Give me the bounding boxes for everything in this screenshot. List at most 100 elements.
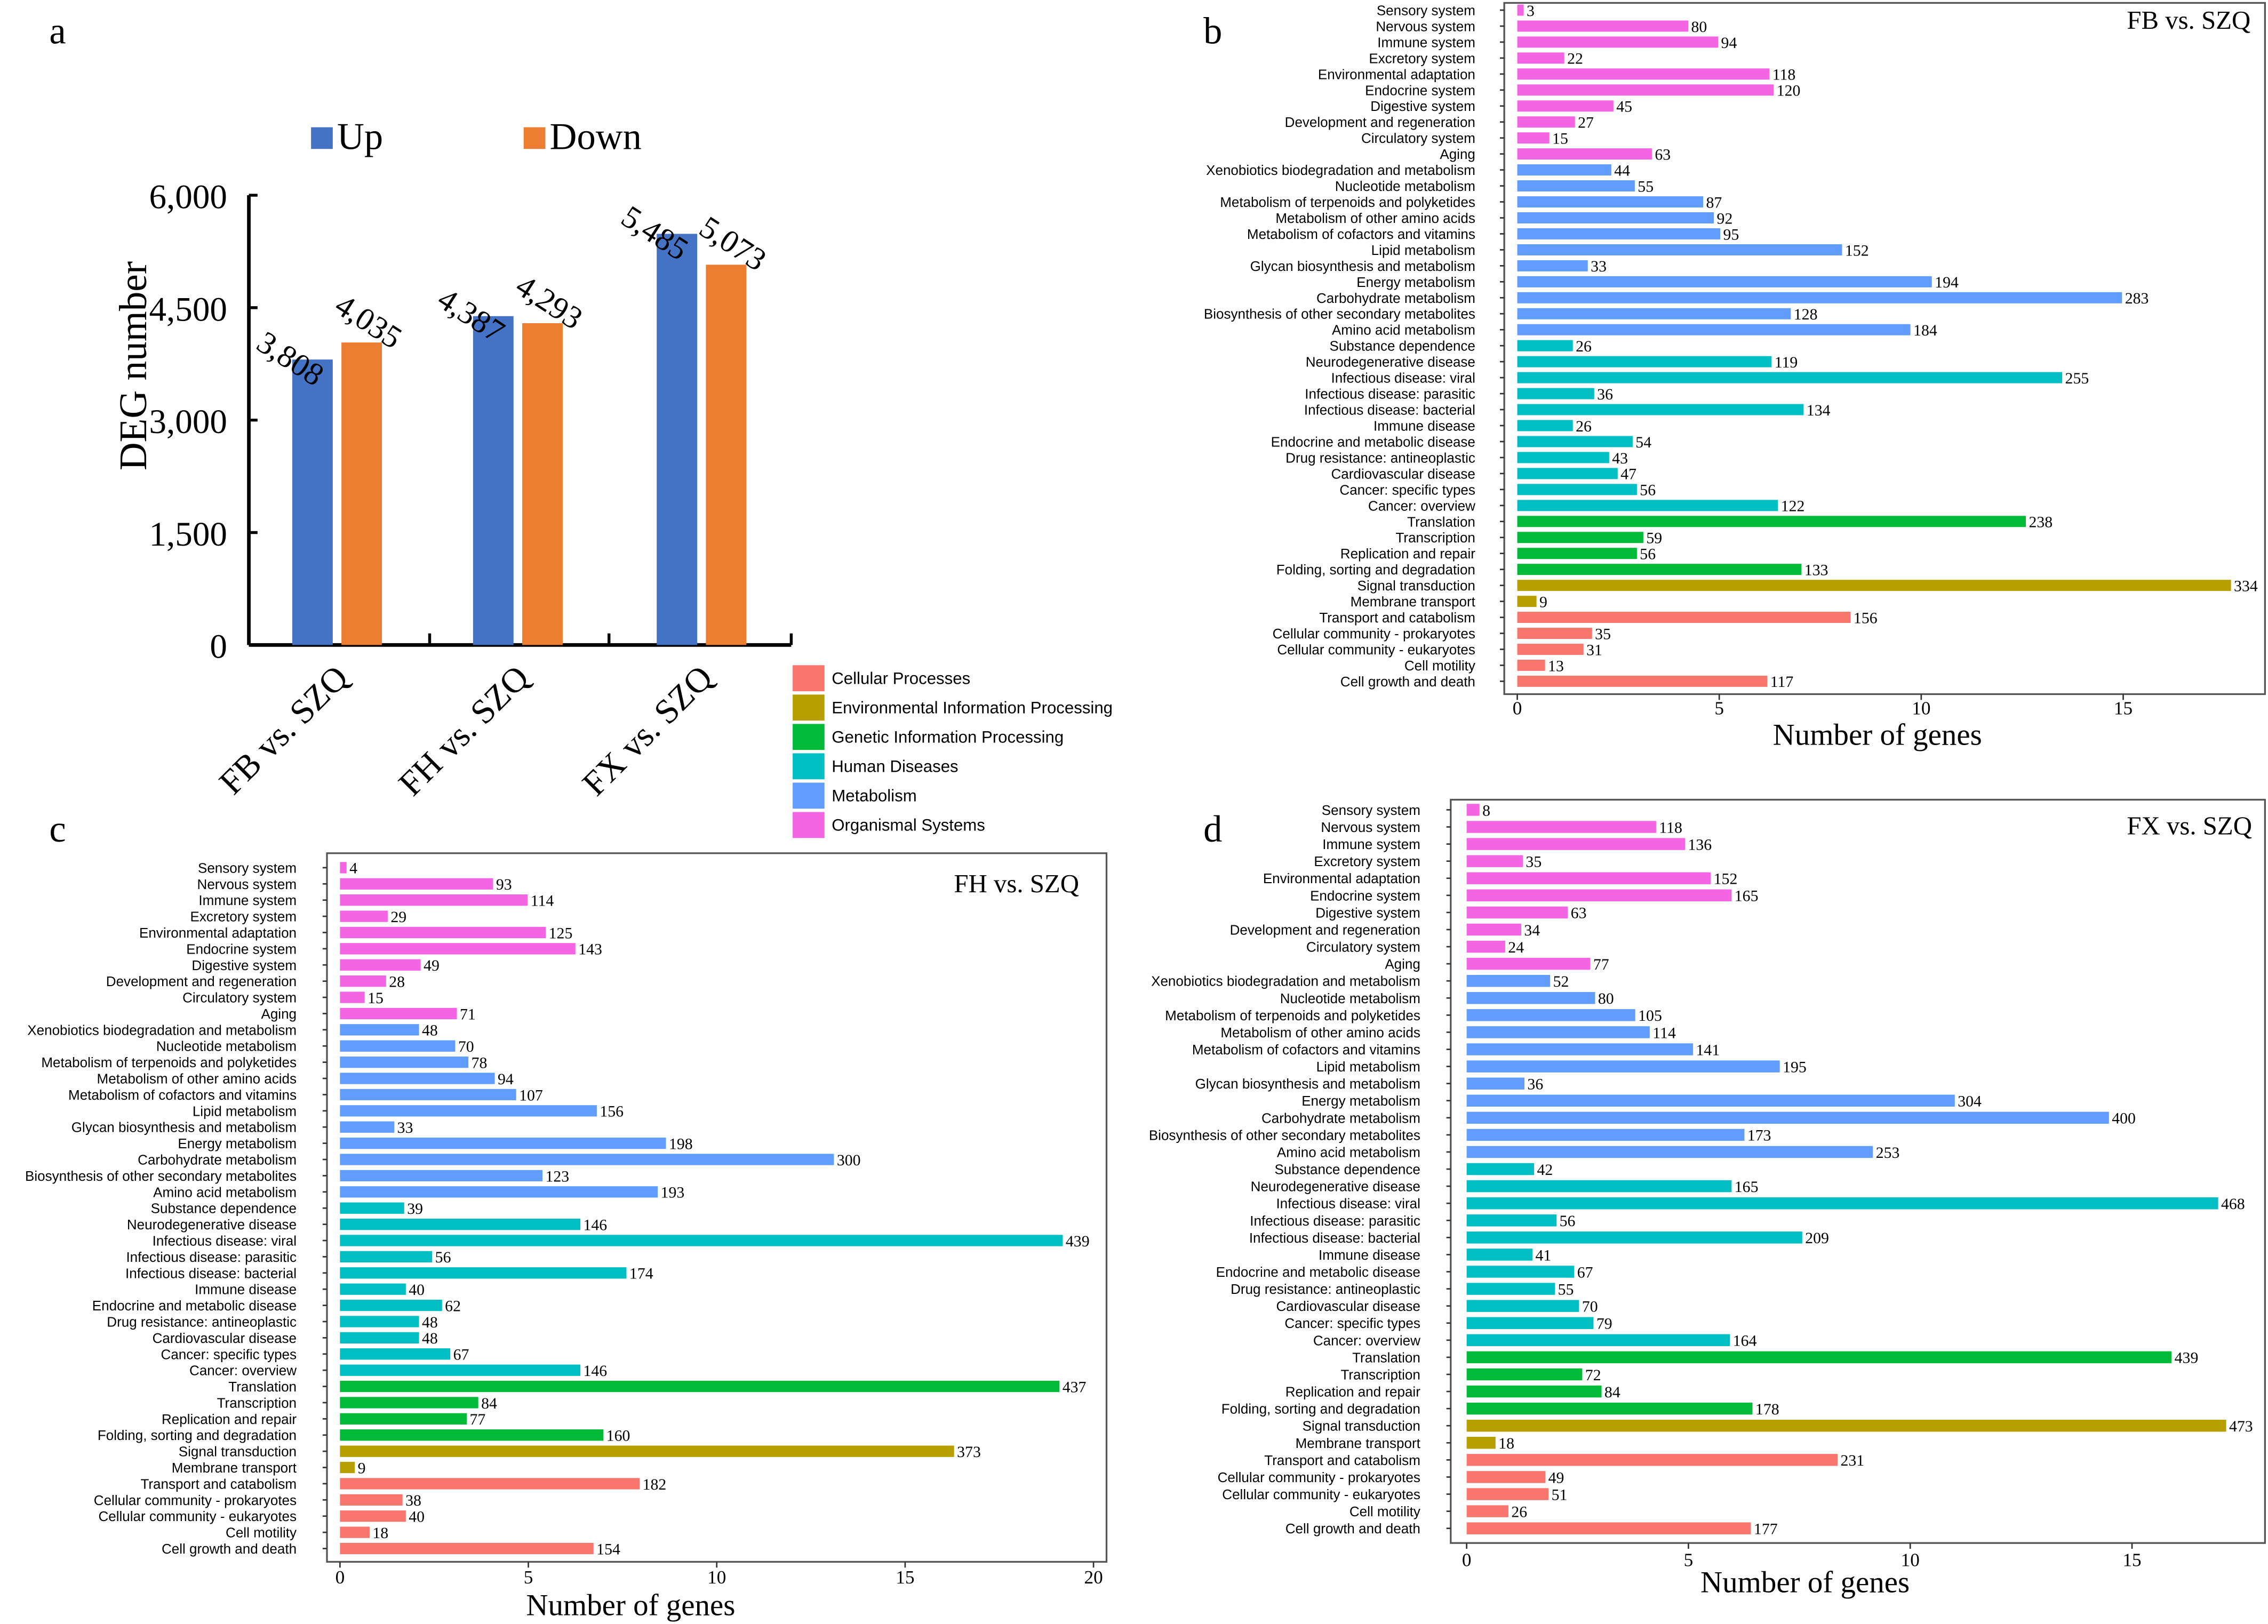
bar [340,1170,543,1182]
pathway-label: Glycan biosynthesis and metabolism [1250,258,1475,274]
bar [1517,675,1768,687]
panel-letter-b: b [1203,10,1222,52]
bar-value-label: 231 [1840,1452,1864,1469]
pathway-label: Nervous system [1321,819,1420,835]
bar [1517,659,1545,671]
bar [340,1105,597,1117]
bar-value-label: 439 [1066,1233,1090,1250]
pathway-label: Metabolism of cofactors and vitamins [1192,1042,1420,1058]
bar-value-label: 15 [368,989,384,1007]
legend-swatch [793,812,825,838]
bar [340,862,347,874]
bar [1517,324,1911,335]
pathway-label: Environmental adaptation [139,925,297,941]
bar-value-label: 146 [583,1362,607,1380]
bar [340,1494,403,1506]
bar [340,1057,469,1068]
bar-value-label: 117 [1770,673,1794,691]
pathway-label: Lipid metabolism [1371,242,1475,258]
pathway-label: Cellular community - eukaryotes [1277,642,1475,658]
bar [1517,148,1652,160]
bar-value-label: 48 [422,1022,438,1039]
bar-value-label: 92 [1717,210,1733,227]
x-axis-label: Number of genes [526,1589,735,1622]
legend-swatch [793,753,825,780]
pathway-label: Folding, sorting and degradation [98,1427,297,1443]
bar-value-label: 123 [545,1167,569,1185]
legend-label: Cellular Processes [832,669,970,688]
bar-value-label: 29 [390,908,406,926]
pathway-label: Cell growth and death [1285,1521,1420,1537]
x-tick-label: 20 [1084,1567,1103,1588]
bar [1517,212,1714,223]
pathway-label: Digestive system [1370,98,1475,114]
pathway-label: Endocrine and metabolic disease [92,1298,297,1314]
bar-value-label: 134 [1807,402,1831,419]
panel-letter-c: c [49,809,66,850]
bar [1466,855,1523,867]
bar-value-label: 80 [1598,990,1614,1007]
bar [1466,804,1480,816]
pathway-label: Aging [1385,956,1420,972]
pathway-label: Infectious disease: parasitic [1250,1213,1420,1229]
pathway-label: Nucleotide metabolism [1335,178,1475,194]
bar-value-label: 41 [1535,1246,1551,1264]
bar [1517,436,1633,447]
bar [1466,1522,1751,1534]
bar-value-label: 36 [1527,1076,1543,1093]
pathway-label: Amino acid metabolism [153,1184,297,1200]
bar-value-label: 62 [445,1297,461,1315]
pathway-label: Membrane transport [1351,594,1476,610]
bar [340,1137,666,1149]
pathway-label: Cardiovascular disease [153,1330,297,1346]
panel-title: FH vs. SZQ [954,869,1079,898]
bar-value-label: 18 [372,1524,388,1542]
bar [1517,372,2063,383]
pathway-label: Amino acid metabolism [1332,322,1475,338]
pathway-label: Metabolism of terpenoids and polyketides [1165,1007,1420,1023]
bar [340,1299,442,1311]
bar-value-label: 304 [1958,1093,1982,1110]
y-tick-label: 1,500 [149,515,227,554]
bar-value-label: 334 [2234,577,2258,595]
pathway-label: Nucleotide metabolism [1280,990,1420,1006]
bar [1517,4,1524,16]
pathway-label: Endocrine system [1365,82,1475,98]
bar-value-label: 72 [1585,1366,1601,1384]
pathway-label: Metabolism of other amino acids [1220,1025,1420,1041]
bar-value-label: 87 [1706,194,1722,211]
bar [340,1202,404,1214]
bar-value-label: 47 [1620,466,1636,483]
pathway-label: Carbohydrate metabolism [1316,290,1475,306]
bar-value-label: 177 [1754,1521,1778,1538]
bar [340,1445,954,1457]
x-tick-label: 15 [2122,1550,2141,1571]
pathway-label: Development and regeneration [106,973,297,989]
bar-value-label: 56 [1560,1212,1576,1230]
pathway-label: Transcription [217,1395,297,1411]
bar [1517,36,1719,48]
pathway-label: Sensory system [1322,802,1420,818]
bar-value-label: 38 [405,1492,421,1509]
bar [1517,388,1594,399]
bar [340,1089,516,1101]
category-legend: Cellular Processes Environmental Informat… [793,665,1113,838]
bar [1466,1300,1579,1312]
pathway-label: Excretory system [190,909,297,925]
pathway-label: Cancer: overview [189,1363,297,1379]
bar-value-label: 26 [1511,1503,1527,1521]
panel-title: FX vs. SZQ [2127,812,2252,841]
bar-value-label: 94 [1721,34,1737,52]
bar [340,1542,594,1555]
pathway-label: Infectious disease: viral [153,1233,297,1249]
legend-label: Environmental Information Processing [832,699,1113,717]
bar-value-label: 77 [1593,956,1609,973]
bar-value-label: 141 [1696,1041,1720,1059]
bar-value-label: 146 [583,1216,607,1234]
bar-value-label: 114 [1652,1024,1676,1042]
bar [1466,1266,1575,1278]
bar-value-label: 22 [1567,50,1583,68]
bar-value-label: 40 [409,1508,425,1526]
